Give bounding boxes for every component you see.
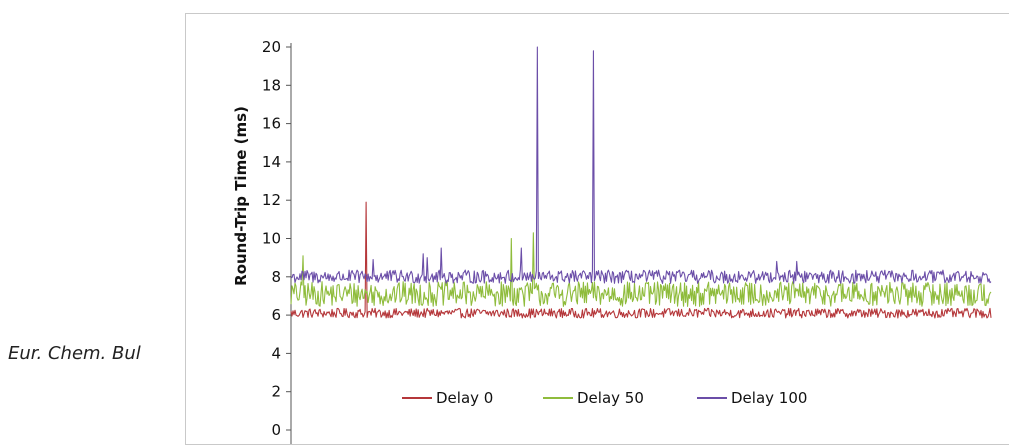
y-tick-label: 2 [271,383,281,401]
legend: Delay 0 Delay 50 Delay 100 [402,389,807,407]
legend-label: Delay 50 [577,389,644,407]
y-tick-label: 0 [271,421,281,439]
series-line-delay-100 [290,46,992,284]
y-tick-label: 18 [262,76,281,94]
y-tick-label: 6 [271,306,281,324]
y-tick-label: 10 [262,230,281,248]
y-tick-labels: 0 2 4 6 8 10 12 14 16 18 20 [262,38,281,439]
y-axis-label: Round-Trip Time (ms) [232,106,250,286]
series-line-delay-50 [290,232,992,307]
y-tick-label: 4 [271,344,281,362]
y-tick-label: 8 [271,268,281,286]
y-tick-label: 12 [262,191,281,209]
chart-frame: 0 2 4 6 8 10 12 14 16 18 20 Round-Trip Time (ms) D… [185,13,1009,445]
citation-text: Eur. Chem. Bul [8,343,141,364]
rtt-chart: 0 2 4 6 8 10 12 14 16 18 20 Round-Trip Time (ms) D… [232,38,992,444]
y-tick-label: 20 [262,38,281,56]
legend-label: Delay 0 [436,389,493,407]
series-line-delay-0 [290,201,992,319]
y-tick-label: 16 [262,115,281,133]
chart-axes [286,43,292,444]
series-layer [290,46,992,319]
y-tick-label: 14 [262,153,281,171]
legend-label: Delay 100 [731,389,807,407]
